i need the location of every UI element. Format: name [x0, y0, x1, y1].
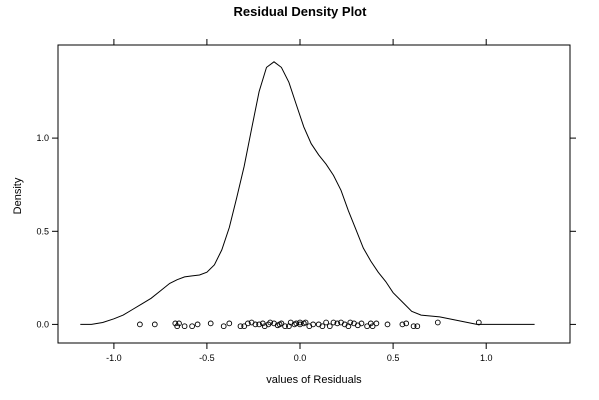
residual-point: [434, 319, 441, 326]
residual-point: [403, 320, 410, 327]
residual-point: [278, 320, 285, 327]
residual-point: [207, 320, 214, 327]
x-tick-label: 1.0: [480, 353, 493, 363]
y-tick-label: 1.0: [36, 133, 49, 143]
y-axis: 0.0 0.5 1.0: [36, 133, 576, 329]
x-axis-label: values of Residuals: [266, 374, 362, 386]
residual-point: [334, 320, 341, 327]
x-axis: -1.0 -0.5 0.0 0.5 1.0: [106, 39, 492, 363]
residual-point: [384, 321, 391, 328]
residual-point: [297, 319, 303, 326]
x-tick-label: 0.0: [294, 353, 307, 363]
residual-point: [330, 319, 337, 326]
x-tick-label: -1.0: [106, 353, 122, 363]
plot-frame: [57, 44, 571, 344]
residual-point: [267, 319, 274, 326]
residual-point: [282, 323, 288, 330]
residual-point: [323, 319, 329, 326]
residual-point: [369, 323, 376, 330]
residual-point: [373, 320, 380, 327]
y-tick-label: 0.0: [36, 319, 49, 329]
density-curve: [80, 61, 535, 325]
residual-point: [137, 321, 143, 328]
residual-point: [293, 320, 300, 327]
residual-point: [326, 323, 333, 330]
residual-point: [174, 323, 181, 330]
residual-point: [220, 323, 227, 330]
residual-point: [176, 320, 182, 327]
residual-point: [252, 321, 259, 328]
residual-point: [237, 323, 244, 330]
residual-point: [302, 319, 309, 326]
y-axis-label: Density: [12, 177, 24, 214]
residual-point: [151, 321, 158, 328]
y-tick-label: 0.5: [36, 226, 49, 236]
x-tick-label: 0.5: [387, 353, 400, 363]
residual-point: [256, 321, 262, 328]
residual-point: [367, 320, 374, 327]
residual-point: [310, 321, 316, 328]
residual-point: [347, 319, 354, 326]
residual-point: [297, 321, 303, 328]
residual-point: [241, 323, 248, 330]
x-tick-label: -0.5: [199, 353, 215, 363]
rug-points: [137, 319, 482, 330]
chart-title: Residual Density Plot: [234, 4, 368, 19]
residual-point: [245, 320, 251, 327]
residual-point: [358, 320, 365, 327]
residual-point: [181, 323, 188, 330]
residual-point: [399, 321, 406, 328]
residual-point: [414, 323, 421, 330]
residual-point: [410, 323, 417, 330]
residual-point: [364, 323, 370, 330]
residual-point: [475, 319, 482, 326]
residual-point: [226, 320, 233, 327]
residual-point: [319, 323, 326, 330]
residual-point: [189, 323, 195, 330]
residual-point: [194, 321, 201, 328]
